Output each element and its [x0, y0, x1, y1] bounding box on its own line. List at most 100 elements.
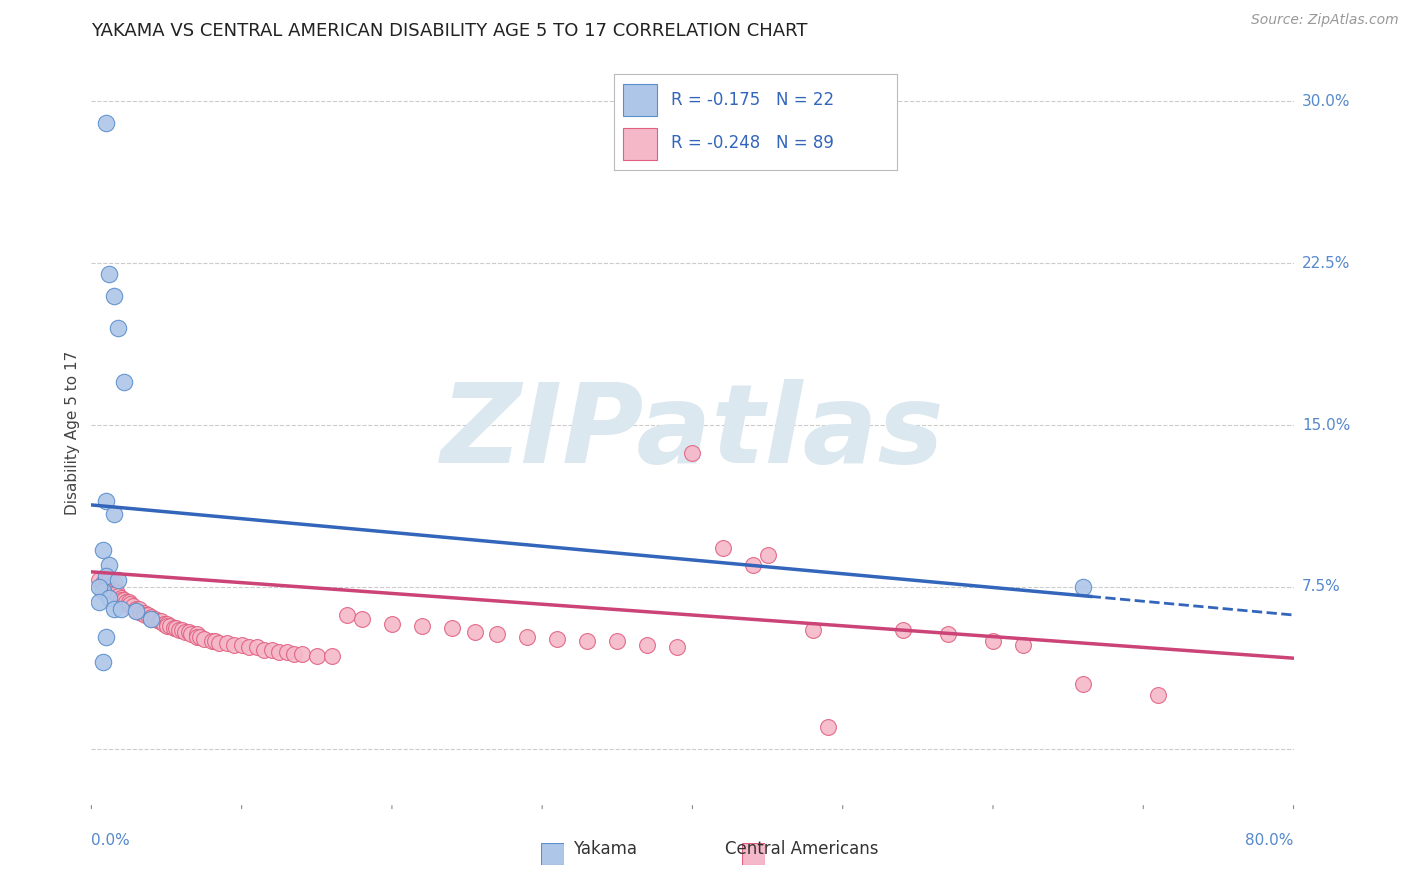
Point — [201, 634, 224, 648]
Point — [96, 578, 118, 592]
Point — [93, 575, 115, 590]
Point — [125, 601, 148, 615]
Point — [546, 632, 568, 646]
Point — [138, 607, 160, 622]
Text: 0.0%: 0.0% — [91, 833, 131, 848]
Point — [186, 630, 208, 644]
Point — [122, 599, 145, 614]
Point — [96, 493, 118, 508]
Point — [141, 612, 163, 626]
Point — [143, 612, 166, 626]
Point — [114, 375, 136, 389]
Text: 7.5%: 7.5% — [1302, 580, 1340, 594]
Point — [576, 634, 599, 648]
Point — [269, 645, 291, 659]
Point — [118, 599, 141, 614]
Point — [155, 619, 177, 633]
Point — [159, 619, 181, 633]
Point — [134, 607, 156, 622]
Y-axis label: Disability Age 5 to 17: Disability Age 5 to 17 — [65, 351, 80, 515]
Point — [276, 645, 298, 659]
Point — [125, 604, 148, 618]
Point — [103, 584, 125, 599]
Text: 15.0%: 15.0% — [1302, 417, 1350, 433]
Point — [98, 591, 121, 605]
Point — [103, 601, 125, 615]
Text: Central Americans: Central Americans — [724, 840, 879, 858]
Text: 22.5%: 22.5% — [1302, 256, 1350, 270]
Point — [1071, 677, 1094, 691]
Point — [96, 116, 118, 130]
Point — [741, 558, 763, 573]
Point — [155, 616, 177, 631]
Point — [149, 615, 172, 629]
Point — [96, 630, 118, 644]
Point — [114, 593, 136, 607]
Point — [87, 580, 110, 594]
Point — [163, 621, 186, 635]
Point — [981, 634, 1004, 648]
Point — [253, 642, 276, 657]
Point — [464, 625, 486, 640]
Point — [170, 623, 193, 637]
Point — [756, 548, 779, 562]
Point — [711, 541, 734, 555]
Point — [681, 446, 703, 460]
Point — [381, 616, 404, 631]
Text: Yakama: Yakama — [572, 840, 637, 858]
Point — [115, 595, 138, 609]
Point — [936, 627, 959, 641]
Point — [204, 634, 226, 648]
Point — [87, 595, 110, 609]
Point — [177, 625, 200, 640]
Point — [101, 582, 124, 596]
Point — [891, 623, 914, 637]
Point — [283, 647, 305, 661]
Point — [141, 610, 163, 624]
Point — [238, 640, 260, 655]
Point — [440, 621, 463, 635]
Point — [96, 569, 118, 583]
Point — [125, 604, 148, 618]
Point — [152, 616, 174, 631]
Point — [104, 586, 127, 600]
Point — [636, 638, 658, 652]
Text: Source: ZipAtlas.com: Source: ZipAtlas.com — [1251, 13, 1399, 28]
Point — [231, 638, 253, 652]
Point — [224, 638, 246, 652]
Point — [411, 619, 433, 633]
Point — [120, 597, 142, 611]
Point — [173, 625, 195, 640]
Point — [321, 648, 343, 663]
Point — [100, 582, 122, 596]
Point — [188, 630, 211, 644]
Point — [118, 595, 141, 609]
Point — [516, 630, 538, 644]
Point — [98, 574, 121, 588]
Point — [1071, 580, 1094, 594]
Point — [666, 640, 689, 655]
Point — [350, 612, 373, 626]
Point — [132, 606, 155, 620]
Point — [606, 634, 628, 648]
Point — [93, 584, 115, 599]
Point — [1147, 688, 1170, 702]
Point — [110, 593, 132, 607]
Point — [110, 591, 132, 605]
Point — [129, 606, 152, 620]
Point — [336, 607, 359, 622]
Point — [93, 543, 115, 558]
Point — [165, 621, 187, 635]
Point — [107, 321, 129, 335]
Point — [98, 558, 121, 573]
Point — [186, 627, 208, 641]
Point — [107, 574, 129, 588]
Point — [103, 288, 125, 302]
Point — [246, 640, 269, 655]
Point — [107, 589, 129, 603]
Point — [128, 601, 150, 615]
Text: 30.0%: 30.0% — [1302, 94, 1350, 109]
Point — [208, 636, 231, 650]
Point — [148, 615, 170, 629]
Point — [801, 623, 824, 637]
